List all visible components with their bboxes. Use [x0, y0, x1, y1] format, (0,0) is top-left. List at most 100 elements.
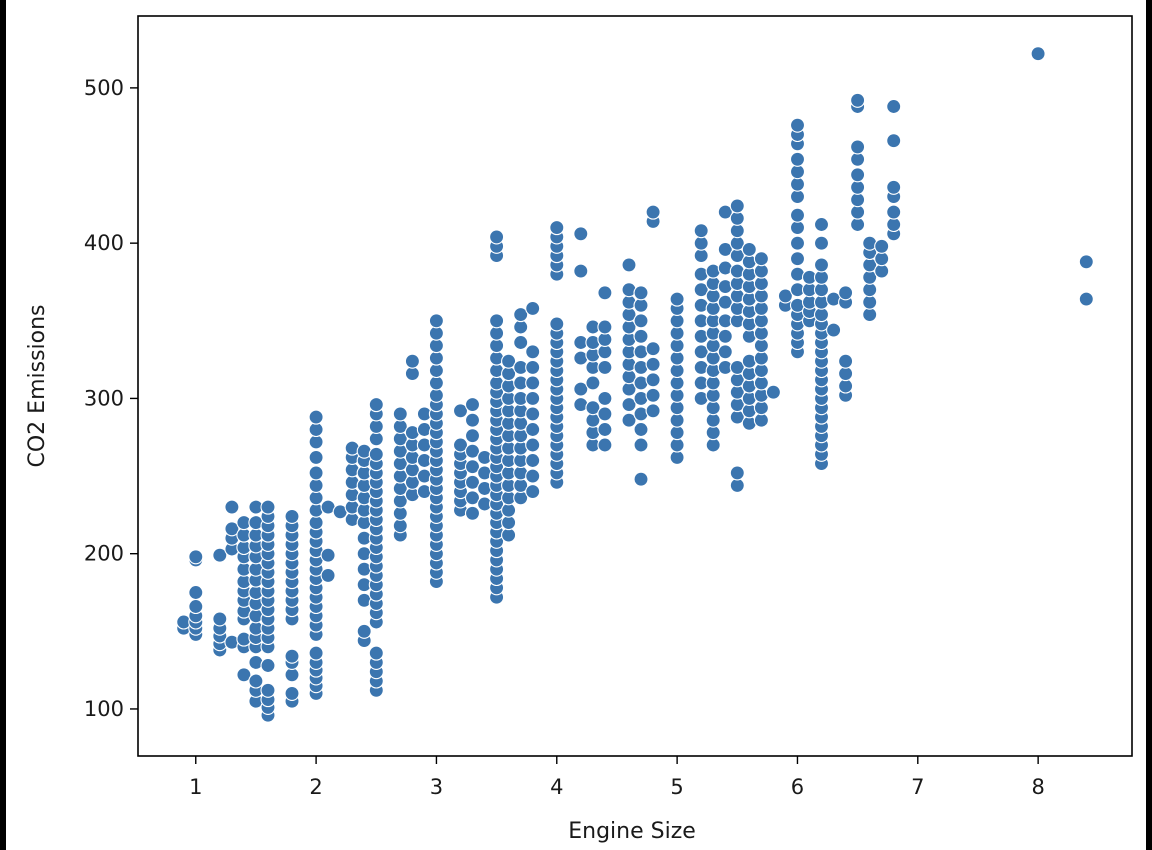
data-point [464, 412, 481, 428]
data-point [452, 403, 469, 419]
data-point [464, 428, 481, 444]
data-point [597, 390, 613, 406]
data-point [260, 499, 276, 515]
data-point [597, 319, 613, 335]
x-tick-label: 6 [791, 775, 804, 799]
data-point [693, 344, 709, 360]
data-point [669, 412, 685, 428]
data-point [850, 167, 866, 183]
data-point [838, 285, 854, 301]
data-point [669, 291, 685, 307]
points-layer [176, 46, 1094, 723]
data-point [308, 449, 324, 465]
data-point [464, 490, 481, 506]
x-axis: 1 2 3 4 5 6 7 8 [189, 756, 1045, 799]
y-axis-label: CO2 Emissions [25, 304, 50, 467]
data-point [645, 204, 661, 220]
data-point [717, 204, 733, 220]
data-point [850, 139, 866, 155]
data-point [525, 406, 541, 422]
data-point [573, 226, 589, 242]
data-point [633, 421, 649, 438]
x-tick-label: 5 [670, 775, 683, 799]
data-point [669, 350, 685, 366]
data-point [368, 397, 384, 413]
data-point [886, 179, 902, 195]
data-point [729, 465, 745, 481]
x-tick-label: 8 [1031, 775, 1044, 799]
chart-canvas: 1 2 3 4 5 6 7 8 100 200 300 400 500 Engine Size CO2… [6, 0, 1146, 850]
data-point [777, 288, 793, 304]
data-point [826, 322, 842, 338]
data-point [308, 409, 324, 425]
data-point [753, 350, 769, 366]
data-point [188, 549, 204, 565]
data-point [1078, 254, 1094, 270]
data-point [573, 381, 589, 397]
data-point [789, 207, 806, 223]
data-point [633, 328, 649, 344]
data-point [188, 584, 204, 601]
data-point [729, 477, 745, 493]
x-tick-label: 2 [309, 775, 322, 799]
data-point [874, 238, 890, 254]
data-point [464, 443, 481, 459]
data-point [308, 477, 324, 493]
data-point [525, 484, 541, 500]
plot-frame [137, 15, 1133, 757]
data-point [717, 294, 733, 310]
data-point [212, 547, 228, 563]
data-point [693, 223, 709, 239]
data-point [513, 334, 529, 351]
data-point [717, 241, 733, 257]
scatter-plot: 1 2 3 4 5 6 7 8 100 200 300 400 500 Engine Size CO2… [25, 15, 1133, 844]
data-point [886, 98, 902, 115]
x-axis-label: Engine Size [568, 819, 696, 844]
data-point [320, 547, 336, 563]
data-point [621, 257, 637, 273]
data-point [765, 384, 781, 400]
data-point [501, 527, 517, 543]
data-point [585, 375, 601, 391]
data-point [224, 499, 240, 515]
data-point [753, 251, 769, 267]
data-point [789, 251, 806, 267]
data-point [597, 421, 613, 438]
data-point [236, 667, 252, 683]
data-point [501, 353, 517, 369]
data-point [729, 359, 745, 375]
data-point [284, 508, 300, 524]
data-point [850, 92, 866, 108]
y-tick-label: 400 [84, 231, 124, 255]
data-point [741, 241, 757, 257]
data-point [464, 459, 481, 475]
data-point [308, 645, 324, 661]
data-point [705, 412, 721, 428]
data-point [597, 437, 613, 453]
data-point [525, 300, 541, 316]
data-point [645, 403, 661, 419]
data-point [645, 387, 661, 403]
data-point [597, 406, 613, 422]
data-point [549, 316, 565, 332]
data-point [525, 390, 541, 406]
y-tick-label: 200 [84, 542, 124, 566]
data-point [392, 406, 408, 422]
data-point [464, 474, 481, 490]
data-point [356, 623, 372, 639]
data-point [308, 465, 324, 481]
y-tick-label: 100 [84, 697, 124, 721]
data-point [597, 359, 613, 375]
data-point [621, 412, 637, 428]
data-point [549, 220, 565, 236]
x-tick-label: 4 [550, 775, 563, 799]
x-tick-label: 1 [189, 775, 202, 799]
data-point [452, 437, 469, 453]
data-point [224, 521, 240, 537]
data-point [368, 446, 384, 462]
data-point [633, 297, 649, 313]
data-point [1030, 46, 1046, 62]
data-point [886, 133, 902, 149]
data-point [284, 648, 300, 664]
y-tick-label: 300 [84, 386, 124, 410]
